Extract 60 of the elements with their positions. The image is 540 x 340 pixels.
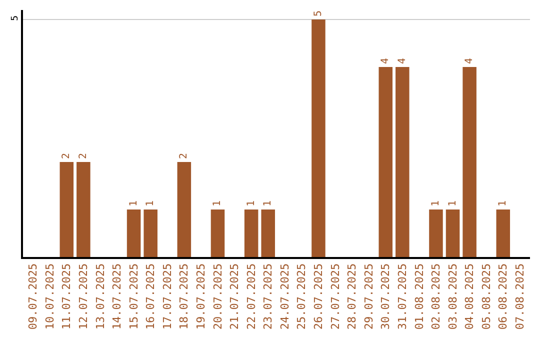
data-label: 4 bbox=[396, 58, 408, 64]
x-tick-label: 11.07.2025 bbox=[60, 263, 74, 330]
x-tick-label: 24.07.2025 bbox=[278, 263, 292, 330]
bar bbox=[261, 210, 275, 257]
bar bbox=[244, 210, 258, 257]
x-tick-label: 22.07.2025 bbox=[244, 263, 258, 330]
x-tick-label: 03.08.2025 bbox=[446, 263, 460, 330]
data-label: 1 bbox=[145, 200, 156, 206]
bar bbox=[396, 67, 410, 257]
x-tick-label: 04.08.2025 bbox=[463, 263, 476, 330]
x-tick-label: 28.07.2025 bbox=[346, 263, 359, 330]
x-tick-label: 31.07.2025 bbox=[396, 263, 409, 330]
x-tick-label: 25.07.2025 bbox=[295, 263, 308, 330]
x-tick-label: 05.08.2025 bbox=[480, 263, 493, 330]
x-tick-label: 01.08.2025 bbox=[412, 263, 426, 330]
x-tick-label: 27.07.2025 bbox=[328, 263, 342, 330]
x-tick-label: 17.07.2025 bbox=[160, 263, 174, 330]
x-tick-label: 09.07.2025 bbox=[26, 263, 40, 330]
data-label: 1 bbox=[498, 200, 509, 206]
bar bbox=[462, 67, 476, 257]
data-label: 4 bbox=[464, 58, 476, 64]
bar bbox=[429, 210, 443, 257]
x-tick-label: 06.08.2025 bbox=[496, 263, 510, 330]
x-tick-label: 19.07.2025 bbox=[194, 263, 208, 330]
bar bbox=[76, 162, 90, 257]
x-tick-label: 29.07.2025 bbox=[362, 263, 376, 330]
bar bbox=[378, 67, 393, 257]
x-tick-label: 21.07.2025 bbox=[228, 263, 242, 330]
data-label: 5 bbox=[312, 10, 324, 16]
x-tick-label: 18.07.2025 bbox=[178, 263, 191, 330]
x-tick-label: 23.07.2025 bbox=[262, 263, 275, 330]
data-label: 1 bbox=[212, 200, 224, 206]
data-label: 1 bbox=[246, 200, 257, 206]
bar bbox=[144, 210, 158, 257]
x-tick-label: 07.08.2025 bbox=[514, 263, 527, 330]
x-tick-label: 16.07.2025 bbox=[144, 263, 158, 330]
bar bbox=[210, 210, 225, 257]
data-label: 4 bbox=[380, 58, 392, 64]
x-tick-label: 10.07.2025 bbox=[43, 263, 56, 330]
data-label: 1 bbox=[447, 200, 458, 206]
x-tick-label: 15.07.2025 bbox=[127, 263, 140, 330]
bar bbox=[60, 162, 74, 257]
x-tick-label: 13.07.2025 bbox=[94, 263, 107, 330]
bar bbox=[496, 210, 510, 257]
bar bbox=[126, 210, 141, 257]
x-tick-label: 26.07.2025 bbox=[312, 263, 326, 330]
x-tick-label: 02.08.2025 bbox=[430, 263, 443, 330]
x-tick-label: 12.07.2025 bbox=[77, 263, 90, 330]
data-label: 1 bbox=[128, 200, 140, 206]
data-label: 2 bbox=[178, 152, 190, 159]
bar bbox=[446, 210, 460, 257]
data-label: 2 bbox=[78, 152, 89, 159]
x-tick-label: 30.07.2025 bbox=[379, 263, 392, 330]
data-label: 1 bbox=[430, 200, 442, 206]
data-label: 2 bbox=[61, 152, 72, 159]
x-tick-label: 20.07.2025 bbox=[211, 263, 224, 330]
bar bbox=[312, 20, 326, 257]
x-tick-label: 14.07.2025 bbox=[110, 263, 124, 330]
bar bbox=[177, 162, 192, 257]
data-label: 1 bbox=[262, 200, 274, 206]
